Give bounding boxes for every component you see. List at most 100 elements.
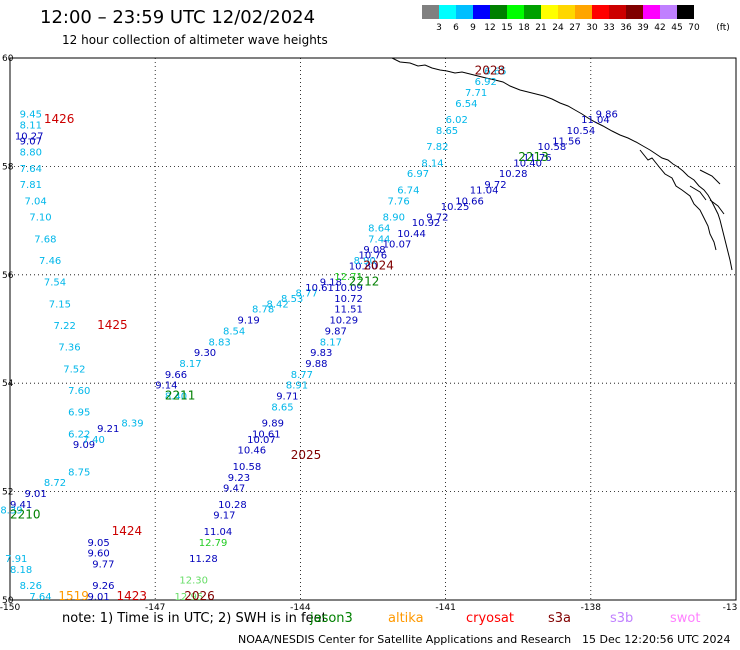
legend-note: note: 1) Time is in UTC; 2) SWH is in fe…: [62, 611, 327, 626]
wave-height-value: 9.05: [87, 538, 109, 549]
wave-height-value: 8.65: [271, 402, 293, 413]
wave-height-value: 8.53: [281, 294, 303, 305]
wave-height-value: 7.81: [20, 180, 42, 191]
wave-height-value: 9.71: [276, 391, 298, 402]
lat-tick-label: 54: [2, 379, 14, 389]
wave-height-value: 6.65: [484, 66, 506, 77]
colorbar-swatch: [643, 5, 660, 19]
lat-tick-label: 50: [2, 596, 14, 606]
wave-height-value: 9.83: [310, 348, 332, 359]
wave-height-value: 9.72: [426, 213, 448, 224]
wave-height-value: 7.40: [83, 435, 105, 446]
colorbar-label: 18: [518, 23, 530, 33]
colorbar-swatch: [558, 5, 575, 19]
wave-height-value: 12.71: [334, 272, 363, 283]
wave-height-value: 10.29: [329, 316, 358, 327]
pass-time-label: 2026: [184, 589, 215, 603]
wave-height-value: 7.44: [368, 234, 390, 245]
wave-height-value: 7.60: [68, 386, 90, 397]
lon-tick-label: -150: [0, 603, 20, 613]
legend-sat-s3b: s3b: [610, 611, 634, 626]
wave-height-value: 7.76: [388, 196, 410, 207]
lat-tick-label: 52: [2, 488, 13, 498]
wave-height-value: 10.92: [412, 218, 441, 229]
wave-height-value: 9.47: [223, 484, 245, 495]
colorbar-label: 15: [501, 23, 513, 33]
colorbar-label: 70: [688, 23, 700, 33]
wave-height-value: 8.90: [354, 256, 376, 267]
wave-height-value: 10.66: [455, 196, 484, 207]
wave-height-value: 9.60: [87, 549, 109, 560]
wave-height-value: 12.95: [175, 592, 204, 603]
wave-height-value: 7.04: [25, 196, 47, 207]
wave-height-value: 9.45: [20, 110, 42, 121]
colorbar-unit: (ft): [716, 23, 730, 33]
wave-height-value: 10.07: [383, 240, 412, 251]
wave-height-value: 11.56: [552, 137, 581, 148]
wave-height-value: 8.77: [296, 288, 318, 299]
colorbar-label: 3: [436, 23, 442, 33]
coastline-islands: [639, 149, 725, 251]
wave-height-value: 8.39: [121, 419, 143, 430]
wave-height-value: 9.09: [73, 440, 95, 451]
wave-height-value: 7.52: [63, 364, 85, 375]
colorbar-swatch: [507, 5, 524, 19]
wave-height-value: 6.95: [68, 408, 90, 419]
legend-sat-s3a: s3a: [548, 611, 572, 626]
lon-tick-label: -141: [435, 603, 455, 613]
wave-height-value: 7.54: [44, 278, 66, 289]
colorbar-label: 24: [552, 23, 564, 33]
colorbar-label: 39: [637, 23, 649, 33]
wave-height-value: 9.14: [155, 381, 177, 392]
wave-height-value: 8.83: [208, 337, 230, 348]
colorbar-swatch: [473, 5, 490, 19]
legend-sat-jason3: jason3: [310, 611, 353, 626]
wave-height-value: 11.04: [204, 527, 233, 538]
wave-height-value: 7.46: [39, 256, 61, 267]
pass-time-label: 2025: [291, 448, 322, 462]
wave-height-value: 10.44: [397, 229, 426, 240]
wave-height-value: 9.89: [262, 419, 284, 430]
colorbar-swatch: [524, 5, 541, 19]
lat-tick-label: 56: [2, 271, 14, 281]
wave-height-value: 10.58: [538, 142, 567, 153]
credit-line: NOAA/NESDIS Center for Satellite Applica…: [238, 633, 572, 646]
lat-lon-grid: [10, 58, 736, 600]
wave-height-value: 8.65: [436, 126, 458, 137]
pass-time-label: 1423: [116, 589, 147, 603]
wave-height-value: 10.28: [218, 500, 247, 511]
wave-height-value: 10.80: [349, 261, 378, 272]
wave-height-value: 8.26: [20, 581, 42, 592]
wave-height-value: 9.77: [92, 559, 114, 570]
lon-tick-label: -144: [290, 603, 311, 613]
wave-height-value: 8.77: [291, 370, 313, 381]
wave-height-value: 8.39: [0, 505, 22, 516]
wave-height-value: 9.72: [484, 180, 506, 191]
wave-height-value: 9.86: [596, 110, 618, 121]
colorbar-swatch: [422, 5, 439, 19]
colorbar-label: 45: [671, 23, 683, 33]
wave-height-value: 7.22: [54, 321, 76, 332]
pass-time-label: 2024: [363, 258, 394, 272]
generated-timestamp: 15 Dec 12:20:56 UTC 2024: [582, 633, 731, 646]
wave-height-value: 7.68: [34, 234, 56, 245]
colorbar-label: 12: [484, 23, 496, 33]
pass-time-label: 1425: [97, 318, 128, 332]
wave-height-value: 10.27: [15, 131, 44, 142]
wave-height-value: 9.01: [87, 592, 109, 603]
colorbar-label: 30: [586, 23, 598, 33]
wave-height-value: 10.61: [305, 283, 334, 294]
lon-tick-label: -147: [145, 603, 165, 613]
axis-labels: -150 -147 -144 -141 -138 -13 60 58 56 54 52 50: [0, 54, 737, 613]
wave-height-value: 9.23: [228, 473, 250, 484]
wave-height-value: 10.76: [358, 251, 387, 262]
page-subtitle: 12 hour collection of altimeter wave hei…: [62, 33, 328, 47]
wave-height-value: 12.79: [199, 538, 228, 549]
wave-height-value: 8.42: [267, 299, 289, 310]
wave-height-value: 8.40: [165, 391, 187, 402]
wave-height-value: 7.64: [20, 164, 42, 175]
pass-time-label: 2213: [518, 150, 549, 164]
wave-height-value: 9.01: [25, 489, 47, 500]
colorbar-swatch: [456, 5, 473, 19]
